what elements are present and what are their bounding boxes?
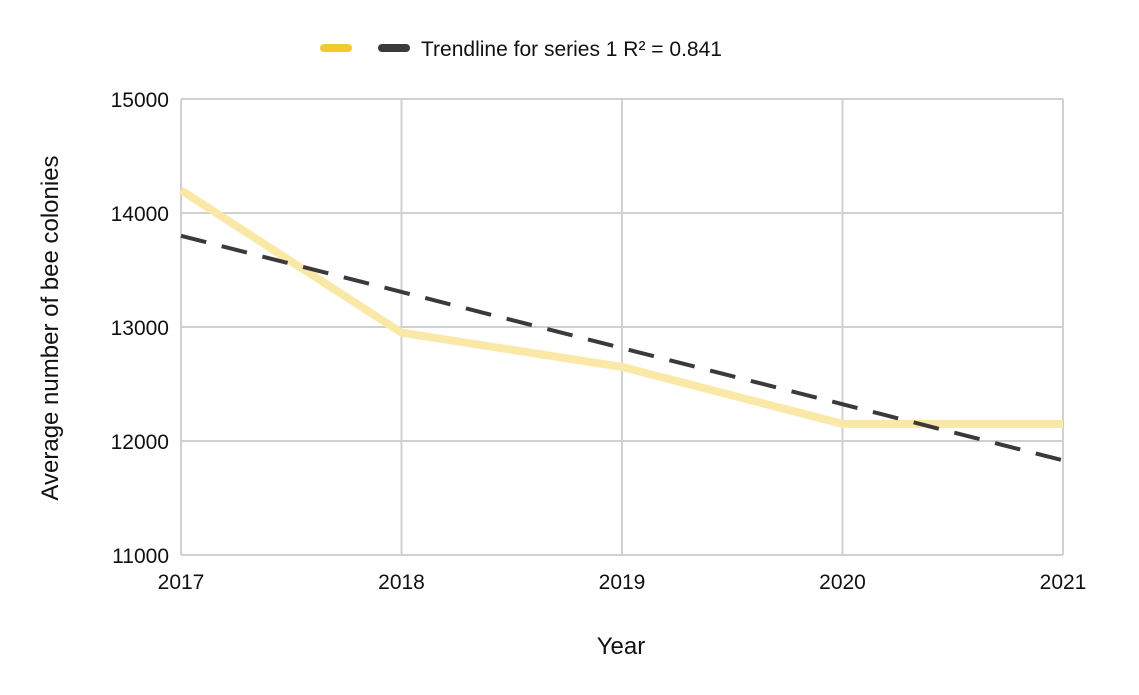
x-tick-label: 2017 — [158, 571, 205, 594]
x-tick-labels: 2017 2018 2019 2020 2021 — [158, 571, 1087, 594]
y-tick-label: 14000 — [111, 203, 169, 226]
y-tick-label: 13000 — [111, 317, 169, 340]
grid — [180, 98, 1064, 556]
y-tick-label: 12000 — [111, 431, 169, 454]
y-tick-label: 11000 — [112, 545, 169, 568]
series-layer — [178, 186, 1064, 463]
trendline — [180, 233, 1064, 463]
legend: Trendline for series 1 R² = 0.841 — [320, 38, 722, 61]
x-axis-title: Year — [597, 633, 646, 660]
x-tick-label: 2018 — [378, 571, 425, 594]
legend-label-trendline: Trendline for series 1 R² = 0.841 — [421, 38, 722, 61]
y-tick-labels: 11000 12000 13000 14000 15000 — [111, 89, 169, 568]
x-tick-label: 2020 — [819, 571, 866, 594]
y-tick-label: 15000 — [111, 89, 169, 112]
y-axis-title: Average number of bee colonies — [37, 155, 64, 500]
x-tick-label: 2019 — [599, 571, 646, 594]
x-tick-label: 2021 — [1040, 571, 1087, 594]
